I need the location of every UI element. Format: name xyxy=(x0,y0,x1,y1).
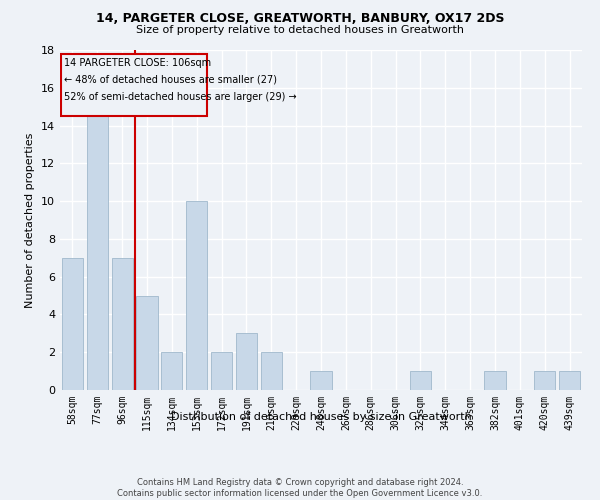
Bar xyxy=(87,106,108,390)
Text: ← 48% of detached houses are smaller (27): ← 48% of detached houses are smaller (27… xyxy=(64,74,277,85)
Y-axis label: Number of detached properties: Number of detached properties xyxy=(25,132,35,308)
Text: Size of property relative to detached houses in Greatworth: Size of property relative to detached ho… xyxy=(136,25,464,35)
Bar xyxy=(136,296,158,390)
Text: Contains HM Land Registry data © Crown copyright and database right 2024.
Contai: Contains HM Land Registry data © Crown c… xyxy=(118,478,482,498)
FancyBboxPatch shape xyxy=(61,54,206,116)
Bar xyxy=(236,334,257,390)
Bar xyxy=(410,371,431,390)
Text: 52% of semi-detached houses are larger (29) →: 52% of semi-detached houses are larger (… xyxy=(64,92,296,102)
Bar xyxy=(62,258,83,390)
Bar xyxy=(484,371,506,390)
Bar xyxy=(310,371,332,390)
Bar xyxy=(559,371,580,390)
Bar xyxy=(186,201,207,390)
Text: 14, PARGETER CLOSE, GREATWORTH, BANBURY, OX17 2DS: 14, PARGETER CLOSE, GREATWORTH, BANBURY,… xyxy=(96,12,504,26)
Text: 14 PARGETER CLOSE: 106sqm: 14 PARGETER CLOSE: 106sqm xyxy=(64,58,211,68)
Bar xyxy=(534,371,555,390)
Bar xyxy=(161,352,182,390)
Bar xyxy=(211,352,232,390)
Bar xyxy=(261,352,282,390)
Text: Distribution of detached houses by size in Greatworth: Distribution of detached houses by size … xyxy=(170,412,472,422)
Bar xyxy=(112,258,133,390)
